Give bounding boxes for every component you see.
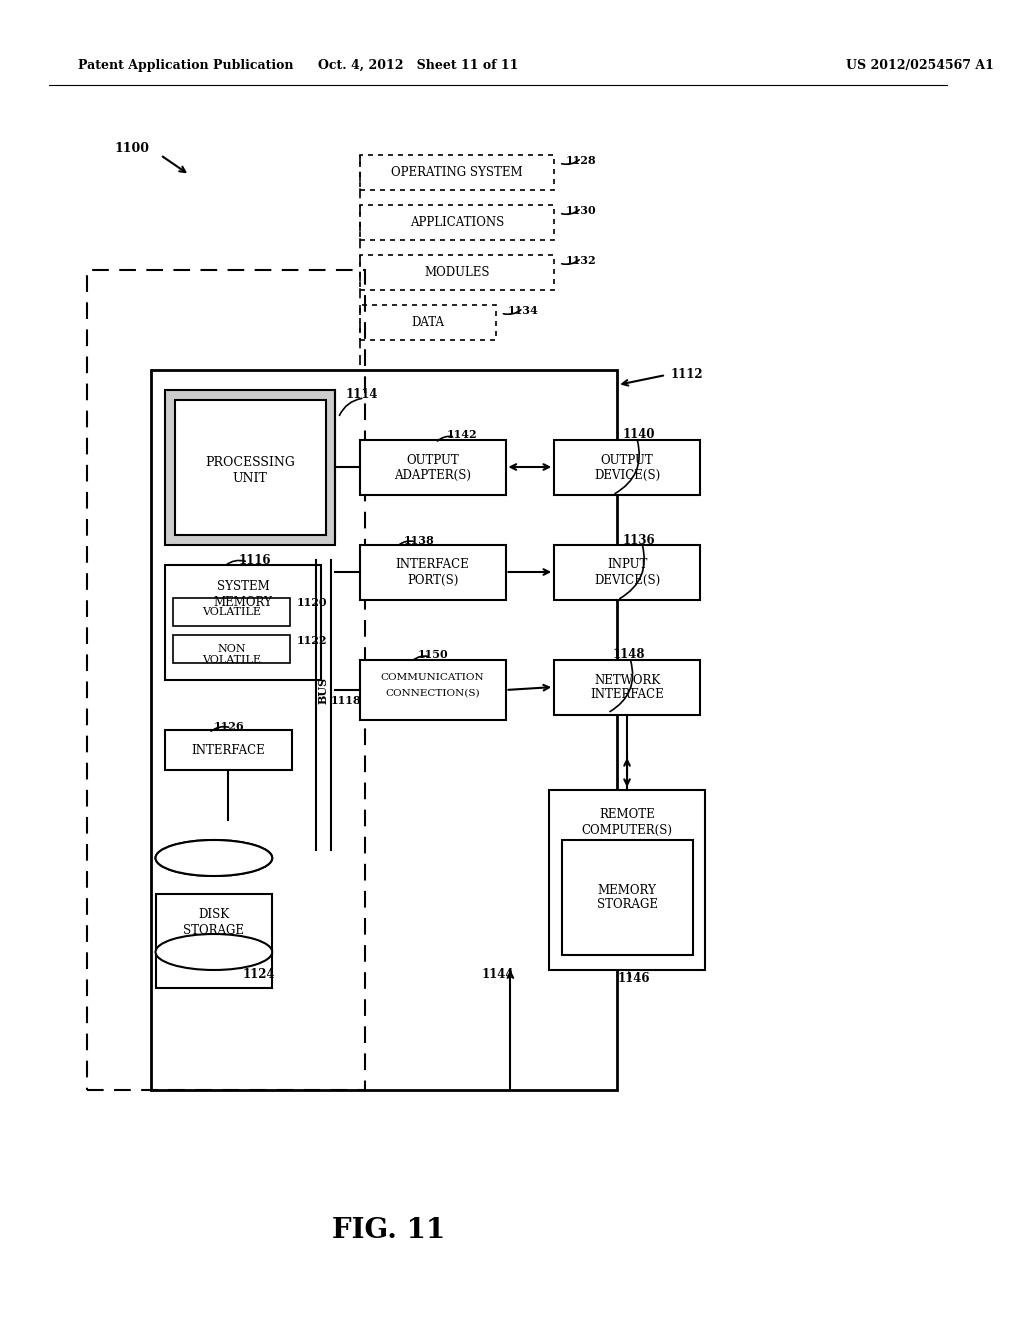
Text: COMMUNICATION: COMMUNICATION bbox=[381, 673, 484, 682]
Text: MEMORY: MEMORY bbox=[214, 597, 272, 610]
Bar bbox=[173, 635, 290, 663]
Text: STORAGE: STORAGE bbox=[597, 899, 657, 912]
Bar bbox=[151, 370, 617, 1090]
Bar bbox=[175, 400, 326, 535]
Text: DATA: DATA bbox=[412, 315, 444, 329]
Bar bbox=[165, 730, 292, 770]
Text: DISK: DISK bbox=[199, 908, 229, 921]
Ellipse shape bbox=[156, 840, 272, 876]
Bar bbox=[359, 305, 496, 341]
Text: INPUT: INPUT bbox=[607, 558, 647, 572]
Text: 1126: 1126 bbox=[214, 721, 245, 731]
Bar bbox=[554, 660, 700, 715]
Bar bbox=[562, 840, 693, 954]
Text: 1120: 1120 bbox=[297, 598, 327, 609]
Text: MODULES: MODULES bbox=[424, 265, 489, 279]
Text: 1132: 1132 bbox=[566, 255, 596, 265]
Bar bbox=[359, 154, 554, 190]
Text: 1136: 1136 bbox=[623, 533, 654, 546]
Text: INTERFACE: INTERFACE bbox=[191, 743, 265, 756]
Text: 1124: 1124 bbox=[243, 969, 275, 982]
Text: NETWORK: NETWORK bbox=[594, 673, 660, 686]
Text: ADAPTER(S): ADAPTER(S) bbox=[394, 469, 471, 482]
Text: 1134: 1134 bbox=[508, 305, 539, 315]
Text: REMOTE: REMOTE bbox=[599, 808, 655, 821]
Text: APPLICATIONS: APPLICATIONS bbox=[410, 215, 504, 228]
Text: 1118: 1118 bbox=[331, 694, 361, 705]
Text: 1148: 1148 bbox=[612, 648, 645, 661]
Bar bbox=[165, 389, 336, 545]
Text: PROCESSING: PROCESSING bbox=[205, 455, 295, 469]
Text: BUS: BUS bbox=[317, 676, 329, 704]
Bar bbox=[554, 440, 700, 495]
Text: 1112: 1112 bbox=[671, 368, 703, 381]
Text: 1140: 1140 bbox=[623, 429, 654, 441]
Text: 1138: 1138 bbox=[403, 535, 434, 545]
Bar bbox=[87, 271, 365, 1090]
Ellipse shape bbox=[156, 935, 272, 970]
Text: VOLATILE: VOLATILE bbox=[202, 655, 261, 665]
Text: 1114: 1114 bbox=[345, 388, 378, 401]
Bar bbox=[549, 789, 705, 970]
Text: 1100: 1100 bbox=[115, 141, 150, 154]
Bar bbox=[359, 545, 506, 601]
Text: Patent Application Publication: Patent Application Publication bbox=[78, 58, 293, 71]
Text: INTERFACE: INTERFACE bbox=[590, 689, 664, 701]
Text: UNIT: UNIT bbox=[232, 473, 267, 486]
Bar bbox=[165, 565, 321, 680]
Text: 1116: 1116 bbox=[239, 553, 270, 566]
Text: SYSTEM: SYSTEM bbox=[217, 581, 269, 594]
Text: INTERFACE: INTERFACE bbox=[395, 558, 469, 572]
Text: FIG. 11: FIG. 11 bbox=[332, 1217, 445, 1243]
Bar bbox=[156, 894, 272, 987]
Text: 1144: 1144 bbox=[481, 969, 514, 982]
Text: COMPUTER(S): COMPUTER(S) bbox=[582, 824, 673, 837]
Text: STORAGE: STORAGE bbox=[183, 924, 245, 937]
Text: 1122: 1122 bbox=[297, 635, 327, 645]
Text: DEVICE(S): DEVICE(S) bbox=[594, 573, 660, 586]
Bar bbox=[359, 205, 554, 240]
Text: 1142: 1142 bbox=[447, 429, 478, 441]
Text: MEMORY: MEMORY bbox=[598, 883, 656, 896]
Text: 1130: 1130 bbox=[566, 205, 596, 215]
Text: 1128: 1128 bbox=[566, 154, 596, 165]
Text: OPERATING SYSTEM: OPERATING SYSTEM bbox=[391, 165, 522, 178]
Text: 1146: 1146 bbox=[617, 972, 650, 985]
Text: PORT(S): PORT(S) bbox=[407, 573, 459, 586]
Text: DEVICE(S): DEVICE(S) bbox=[594, 469, 660, 482]
Bar bbox=[359, 660, 506, 719]
Bar bbox=[173, 598, 290, 626]
Text: 1150: 1150 bbox=[418, 649, 449, 660]
Text: OUTPUT: OUTPUT bbox=[601, 454, 653, 466]
Ellipse shape bbox=[156, 840, 272, 876]
Bar bbox=[554, 545, 700, 601]
Text: Oct. 4, 2012   Sheet 11 of 11: Oct. 4, 2012 Sheet 11 of 11 bbox=[317, 58, 518, 71]
Bar bbox=[359, 440, 506, 495]
Text: US 2012/0254567 A1: US 2012/0254567 A1 bbox=[846, 58, 993, 71]
Text: OUTPUT: OUTPUT bbox=[407, 454, 459, 466]
Text: NON: NON bbox=[217, 644, 246, 653]
Text: VOLATILE: VOLATILE bbox=[202, 607, 261, 616]
Bar bbox=[359, 255, 554, 290]
Text: CONNECTION(S): CONNECTION(S) bbox=[385, 689, 480, 697]
